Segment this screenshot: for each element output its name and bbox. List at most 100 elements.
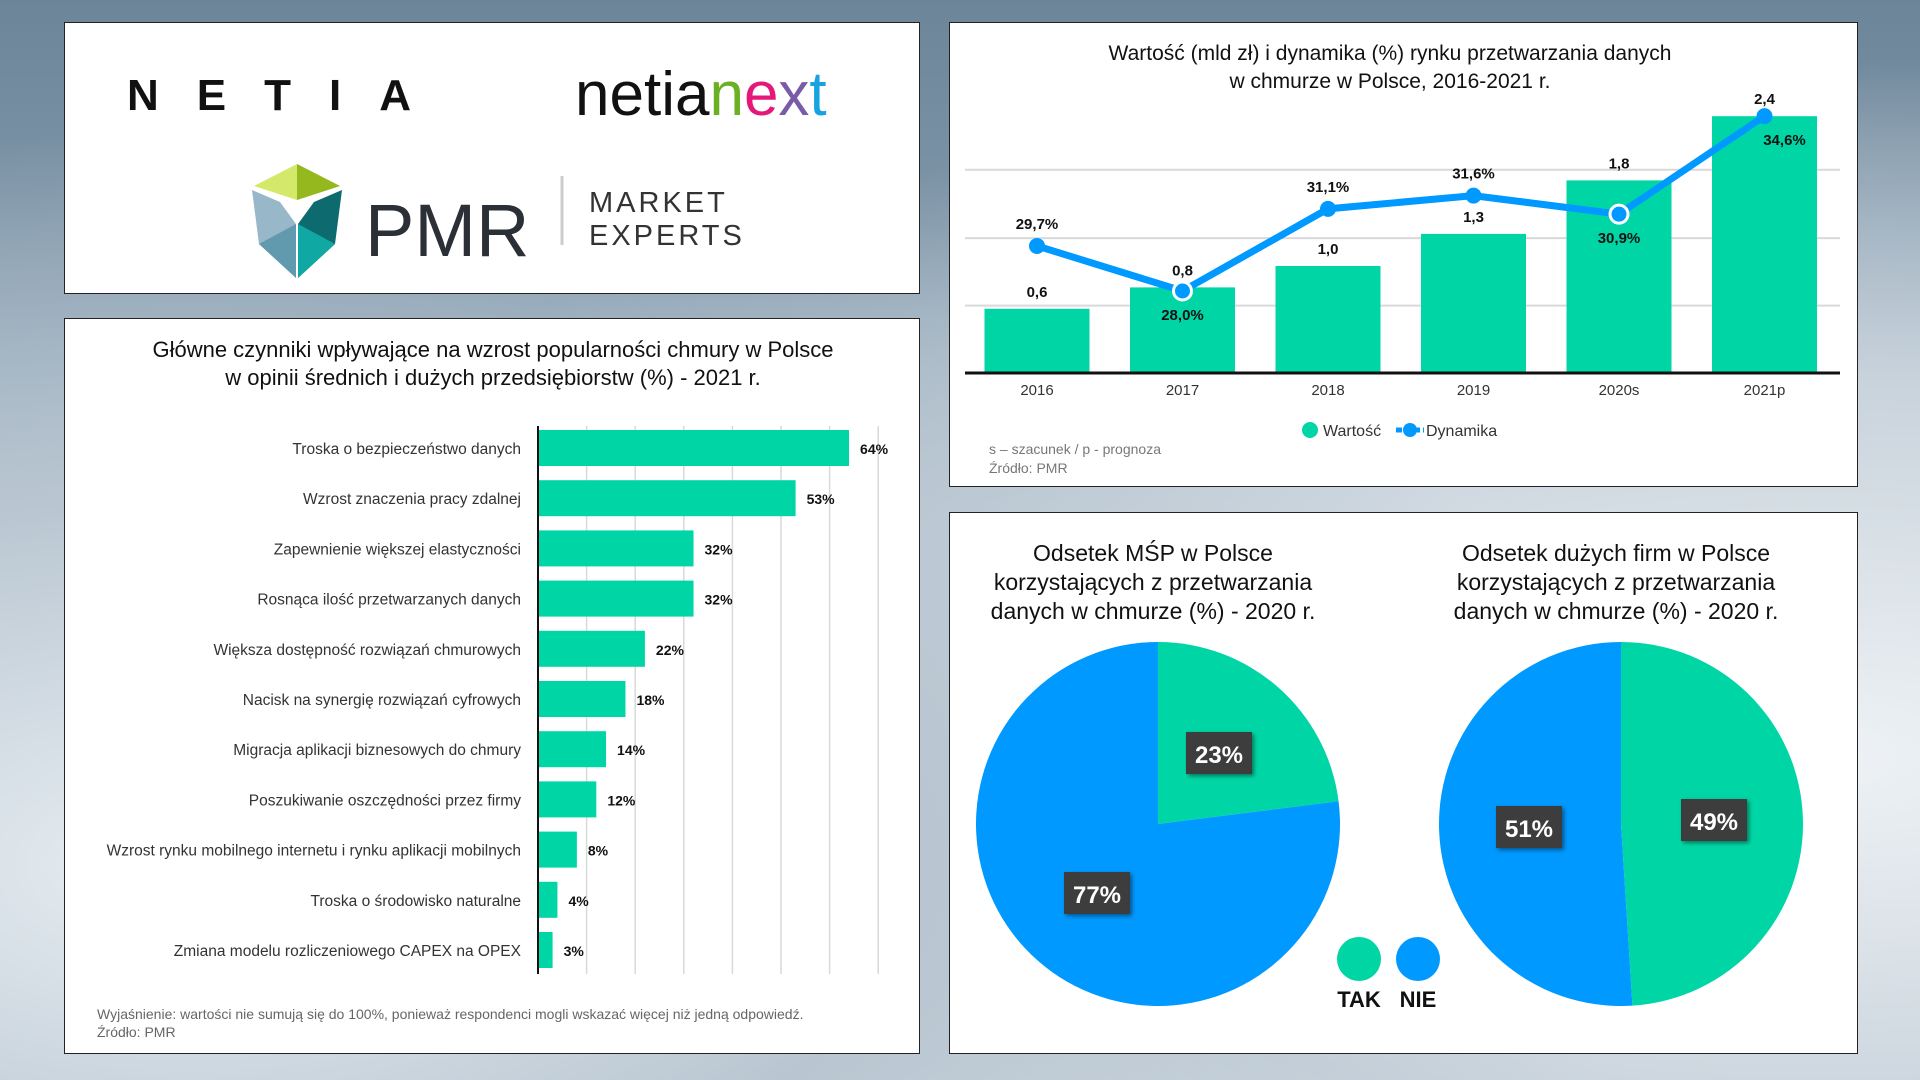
pmr-logo-text: PMR (365, 189, 529, 272)
netianext-logo-part: t (809, 60, 826, 129)
bar (538, 580, 694, 617)
pie-charts-panel: Odsetek MŚP w Polsce korzystających z prz… (949, 512, 1858, 1054)
factors-bar-chart: Główne czynniki wpływające na wzrost pop… (97, 337, 889, 1040)
pie-charts: Odsetek MŚP w Polsce korzystających z prz… (976, 539, 1804, 1012)
bar-value-label: 4% (568, 893, 589, 909)
bar (984, 308, 1090, 373)
bar-value-label: 14% (617, 742, 646, 758)
legend-label-dynamika: Dynamika (1426, 423, 1497, 440)
bar-value-label: 53% (807, 491, 836, 507)
bar-value-label: 32% (705, 541, 734, 557)
bar (538, 480, 796, 517)
netianext-logo: netianext (575, 60, 827, 129)
netianext-logo-part: netia (575, 60, 710, 129)
x-tick-label: 2016 (1020, 382, 1053, 399)
legend-label-wartosc: Wartość (1323, 423, 1381, 440)
legend-swatch-wartosc (1302, 422, 1318, 438)
chart-title-line-1: Główne czynniki wpływające na wzrost pop… (152, 337, 833, 362)
slice-label: 23% (1195, 742, 1243, 769)
footnote-source: Źródło: PMR (989, 460, 1068, 476)
bar-value-label: 1,8 (1609, 155, 1630, 172)
dynamika-value-label: 31,1% (1307, 179, 1350, 196)
category-label: Troska o bezpieczeństwo danych (292, 441, 521, 458)
bar-value-label: 1,0 (1318, 241, 1339, 258)
bar-value-label: 18% (636, 692, 665, 708)
bar (1275, 266, 1381, 373)
legend-swatch-dynamika-marker (1403, 423, 1417, 437)
pie-slice-nie (976, 642, 1340, 1006)
dynamika-value-label: 30,9% (1598, 230, 1641, 247)
logo-panel: NETIA netianext PMR MARKET EXPERTS (64, 22, 920, 294)
bar-value-label: 0,6 (1027, 284, 1048, 301)
x-tick-label: 2019 (1457, 382, 1490, 399)
category-label: Poszukiwanie oszczędności przez firmy (249, 792, 521, 809)
category-label: Wzrost znaczenia pracy zdalnej (303, 491, 521, 508)
category-label: Większa dostępność rozwiązań chmurowych (213, 642, 521, 659)
dynamika-point (1465, 187, 1482, 204)
dynamika-point (1172, 280, 1193, 302)
x-tick-label: 2018 (1311, 382, 1344, 399)
netianext-logo-part: n (709, 60, 743, 129)
chart-title-line-2: w chmurze w Polsce, 2016-2021 r. (1229, 70, 1551, 93)
bar (538, 731, 607, 768)
dynamika-value-label: 34,6% (1763, 132, 1806, 149)
footnote-line-1: s – szacunek / p - prognoza (989, 441, 1161, 457)
pie-title-line: danych w chmurze (%) - 2020 r. (1454, 598, 1779, 624)
bar-value-label: 2,4 (1754, 91, 1776, 108)
bar-value-label: 32% (705, 592, 734, 608)
pie-title-line: danych w chmurze (%) - 2020 r. (991, 598, 1316, 624)
factors-chart-panel: Główne czynniki wpływające na wzrost pop… (64, 318, 920, 1054)
pie-title-line: korzystających z przetwarzania (994, 569, 1312, 595)
netianext-logo-part: e (744, 60, 778, 129)
chart-title-line-1: Wartość (mld zł) i dynamika (%) rynku pr… (1109, 42, 1672, 65)
slice-label-box (1681, 799, 1747, 841)
legend: Wartość Dynamika (1302, 422, 1497, 440)
bar (1130, 287, 1235, 373)
netianext-logo-part: x (778, 60, 809, 129)
bar-value-label: 12% (607, 792, 636, 808)
chart-title-line-2: w opinii średnich i dużych przedsiębiors… (224, 365, 761, 390)
bar (538, 881, 558, 918)
category-label: Zmiana modelu rozliczeniowego CAPEX na O… (174, 943, 522, 960)
legend-swatch-nie (1396, 937, 1440, 981)
slice-label-box (1496, 806, 1562, 848)
market-chart-panel: Wartość (mld zł) i dynamika (%) rynku pr… (949, 22, 1858, 487)
category-label: Migracja aplikacji biznesowych do chmury (233, 742, 521, 759)
pie-title-line: korzystających z przetwarzania (1457, 569, 1775, 595)
slice-label-box (1186, 732, 1252, 774)
dynamika-value-label: 31,6% (1452, 166, 1495, 183)
pie-title-line: Odsetek MŚP w Polsce (1033, 539, 1273, 566)
x-tick-label: 2020s (1599, 382, 1640, 399)
dynamika-point (1320, 200, 1336, 217)
category-label: Nacisk na synergię rozwiązań cyfrowych (243, 692, 521, 709)
bar (538, 430, 850, 466)
pmr-logo-icon (252, 164, 342, 278)
bar-value-label: 22% (656, 642, 685, 658)
slice-label: 49% (1690, 809, 1738, 836)
slice-label: 77% (1073, 882, 1121, 909)
logos: NETIA netianext PMR MARKET EXPERTS (127, 60, 827, 278)
bar-value-label: 64% (860, 441, 889, 457)
market-combo-chart: Wartość (mld zł) i dynamika (%) rynku pr… (965, 42, 1840, 476)
bar (538, 932, 553, 968)
bar-value-label: 1,3 (1463, 209, 1484, 226)
bar (538, 831, 577, 868)
bar (538, 781, 597, 818)
footnote-line-1: Wyjaśnienie: wartości nie sumują się do … (97, 1006, 803, 1022)
legend-label-nie: NIE (1400, 987, 1437, 1012)
dynamika-value-label: 29,7% (1016, 216, 1059, 233)
bar-value-label: 8% (588, 843, 609, 859)
footnote-source: Źródło: PMR (97, 1024, 176, 1040)
bar-value-label: 0,8 (1172, 262, 1193, 279)
dynamika-point (1756, 108, 1773, 125)
netia-logo-text: NETIA (127, 71, 449, 120)
slice-label-box (1064, 872, 1130, 914)
slice-label: 51% (1505, 816, 1553, 843)
bar (1712, 116, 1817, 373)
dynamika-value-label: 28,0% (1161, 307, 1204, 324)
bar (538, 681, 626, 717)
x-tick-label: 2017 (1166, 382, 1199, 399)
category-label: Troska o środowisko naturalne (311, 893, 522, 910)
bar (538, 630, 645, 667)
legend-swatch-tak (1337, 937, 1381, 981)
